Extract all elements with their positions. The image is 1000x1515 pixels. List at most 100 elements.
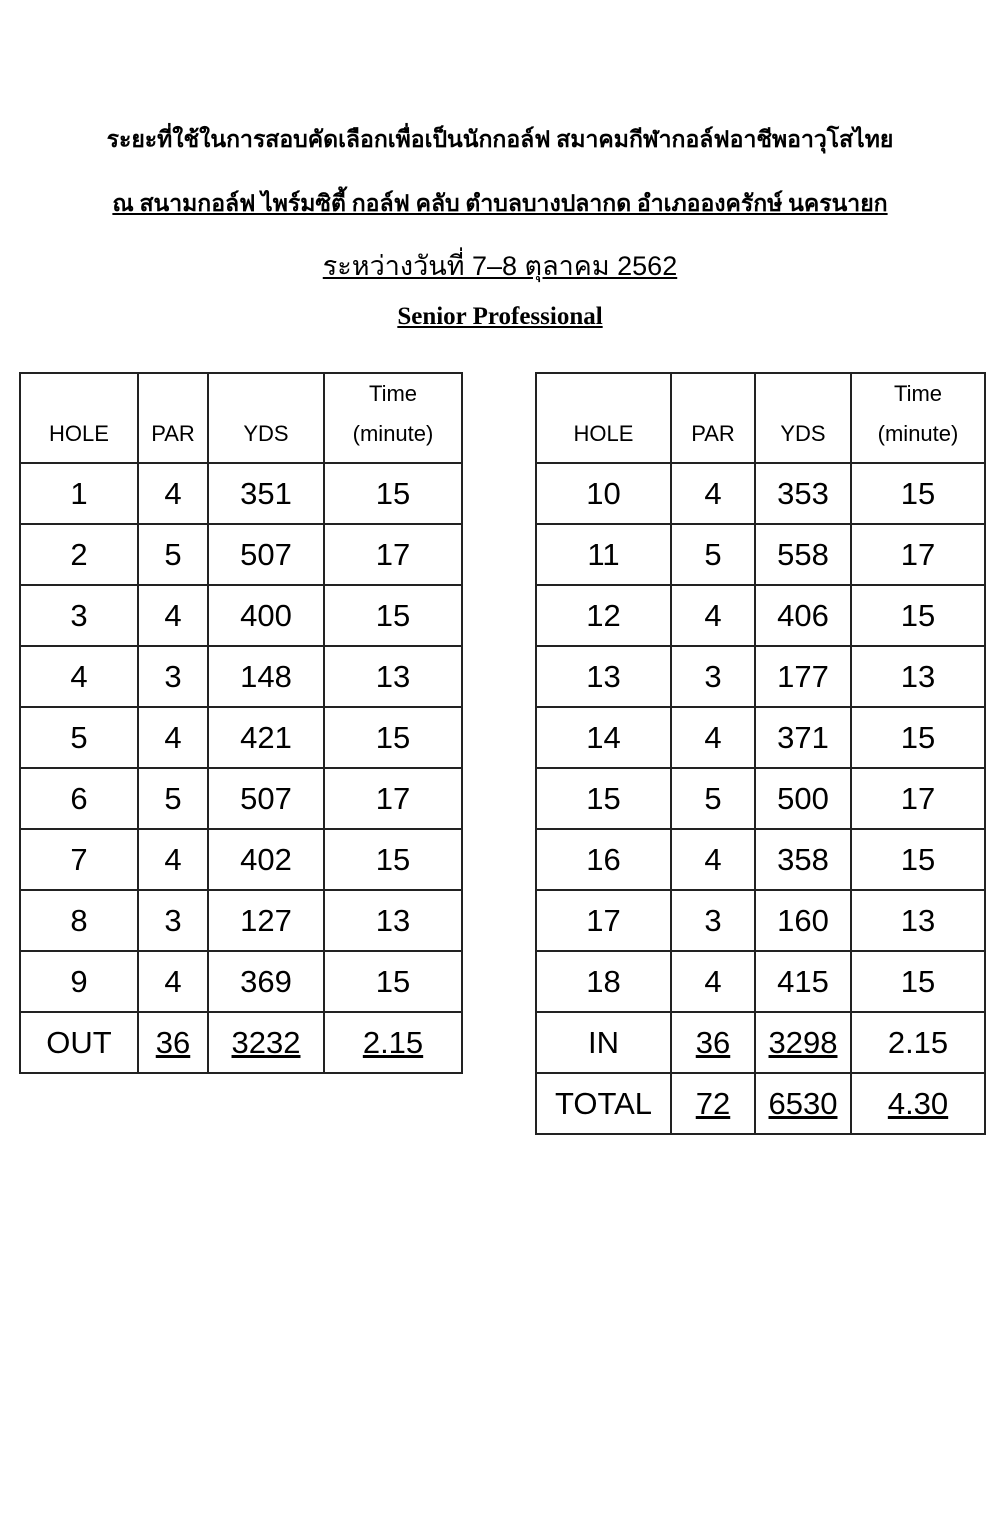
cell-text: TOTAL [554,1085,653,1121]
cell-text: 13 [375,902,411,938]
hole-row: 13 3 177 13 [535,645,986,708]
total-row: TOTAL 72 6530 4.30 [535,1072,986,1135]
cell-text: 2 [70,536,88,572]
cell-text: 17 [375,780,411,816]
cell-text: 11 [587,536,620,572]
cell: 15 [850,706,986,769]
cell-text: 15 [900,719,936,755]
cell-text: 353 [777,475,829,511]
header-cell: Time (minute) [323,372,463,464]
cell: 16 [535,828,672,891]
cell: 4 [670,706,756,769]
hole-row: 11 5 558 17 [535,523,986,586]
cell: 15 [850,462,986,525]
cell: 160 [754,889,852,952]
cell: 2.15 [850,1011,986,1074]
cell-text: 13 [586,658,621,694]
cell: 14 [535,706,672,769]
cell: 17 [850,767,986,830]
cell: 13 [323,645,463,708]
cell-text: 507 [240,780,292,816]
hole-row: 1 4 351 15 [19,462,463,525]
cell: OUT [19,1011,139,1074]
cell: 13 [535,645,672,708]
venue-line: ณ สนามกอล์ฟ ไพร์มซิตี้ กอล์ฟ คลับ ตำบลบา… [112,191,888,216]
cell-text: 4 [704,963,722,999]
cell-text: 127 [240,902,292,938]
cell: 5 [19,706,139,769]
cell-text: 7 [70,841,88,877]
cell: 4 [137,706,209,769]
cell-text: 3 [704,658,722,694]
cell-text: 148 [240,658,292,694]
cell: 177 [754,645,852,708]
cell-text: 4.30 [887,1085,949,1121]
time-label: Time [368,381,418,406]
cell-text: 15 [375,597,411,633]
cell-text: 4 [164,963,182,999]
cell-text: 15 [375,719,411,755]
cell: 4 [19,645,139,708]
cell-text: 4 [164,719,182,755]
cell: 500 [754,767,852,830]
cell: 18 [535,950,672,1013]
cell-text: 1 [70,475,88,511]
cell-text: 5 [164,780,182,816]
cell: 36 [670,1011,756,1074]
cell: 5 [137,523,209,586]
cell: 4 [137,462,209,525]
hole-row: 15 5 500 17 [535,767,986,830]
time-label: Time [893,381,943,406]
cell: 15 [850,584,986,647]
cell: 507 [207,767,325,830]
cell-text: 15 [375,841,411,877]
header-row: HOLE PAR YDS Time (minute) [19,372,463,464]
cell-text: 3 [164,902,182,938]
cell-text: 5 [704,780,722,816]
score-table: HOLE PAR YDS Time (minute) 1 4 351 15 2 5 507 17 3 4 40… [19,372,463,1074]
cell: 72 [670,1072,756,1135]
cell-text: 13 [375,658,411,694]
hole-row: 17 3 160 13 [535,889,986,952]
cell: IN [535,1011,672,1074]
total-row: IN 36 3298 2.15 [535,1011,986,1074]
cell: 353 [754,462,852,525]
cell: 17 [323,767,463,830]
cell: 148 [207,645,325,708]
cell-text: 13 [900,902,936,938]
cell-text: 3232 [231,1024,301,1060]
cell: 8 [19,889,139,952]
cell-text: 4 [704,597,722,633]
cell-text: 15 [900,841,936,877]
cell-text: 4 [704,841,722,877]
total-row: OUT 36 3232 2.15 [19,1011,463,1074]
cell-text: 17 [900,536,936,572]
cell-text: 36 [695,1024,731,1060]
cell-text: 15 [900,475,936,511]
cell: TOTAL [535,1072,672,1135]
cell: 11 [535,523,672,586]
hole-row: 6 5 507 17 [19,767,463,830]
cell: 3 [670,889,756,952]
cell: 6530 [754,1072,852,1135]
cell: 406 [754,584,852,647]
hole-row: 7 4 402 15 [19,828,463,891]
date-line: ระหว่างวันที่ 7–8 ตุลาคม 2562 [322,251,678,281]
cell-text: OUT [46,1024,112,1060]
hole-row: 4 3 148 13 [19,645,463,708]
cell: 3 [137,889,209,952]
header-cell: HOLE [19,372,139,464]
cell: 2.15 [323,1011,463,1074]
cell: 5 [670,523,756,586]
cell-text: 16 [586,841,621,877]
cell: 127 [207,889,325,952]
cell: 4.30 [850,1072,986,1135]
cell-text: 5 [704,536,722,572]
cell: 15 [535,767,672,830]
cell-text: 371 [777,719,829,755]
header-cell: Time (minute) [850,372,986,464]
cell-text: 4 [164,597,182,633]
hole-row: 5 4 421 15 [19,706,463,769]
cell-text: 15 [900,963,936,999]
